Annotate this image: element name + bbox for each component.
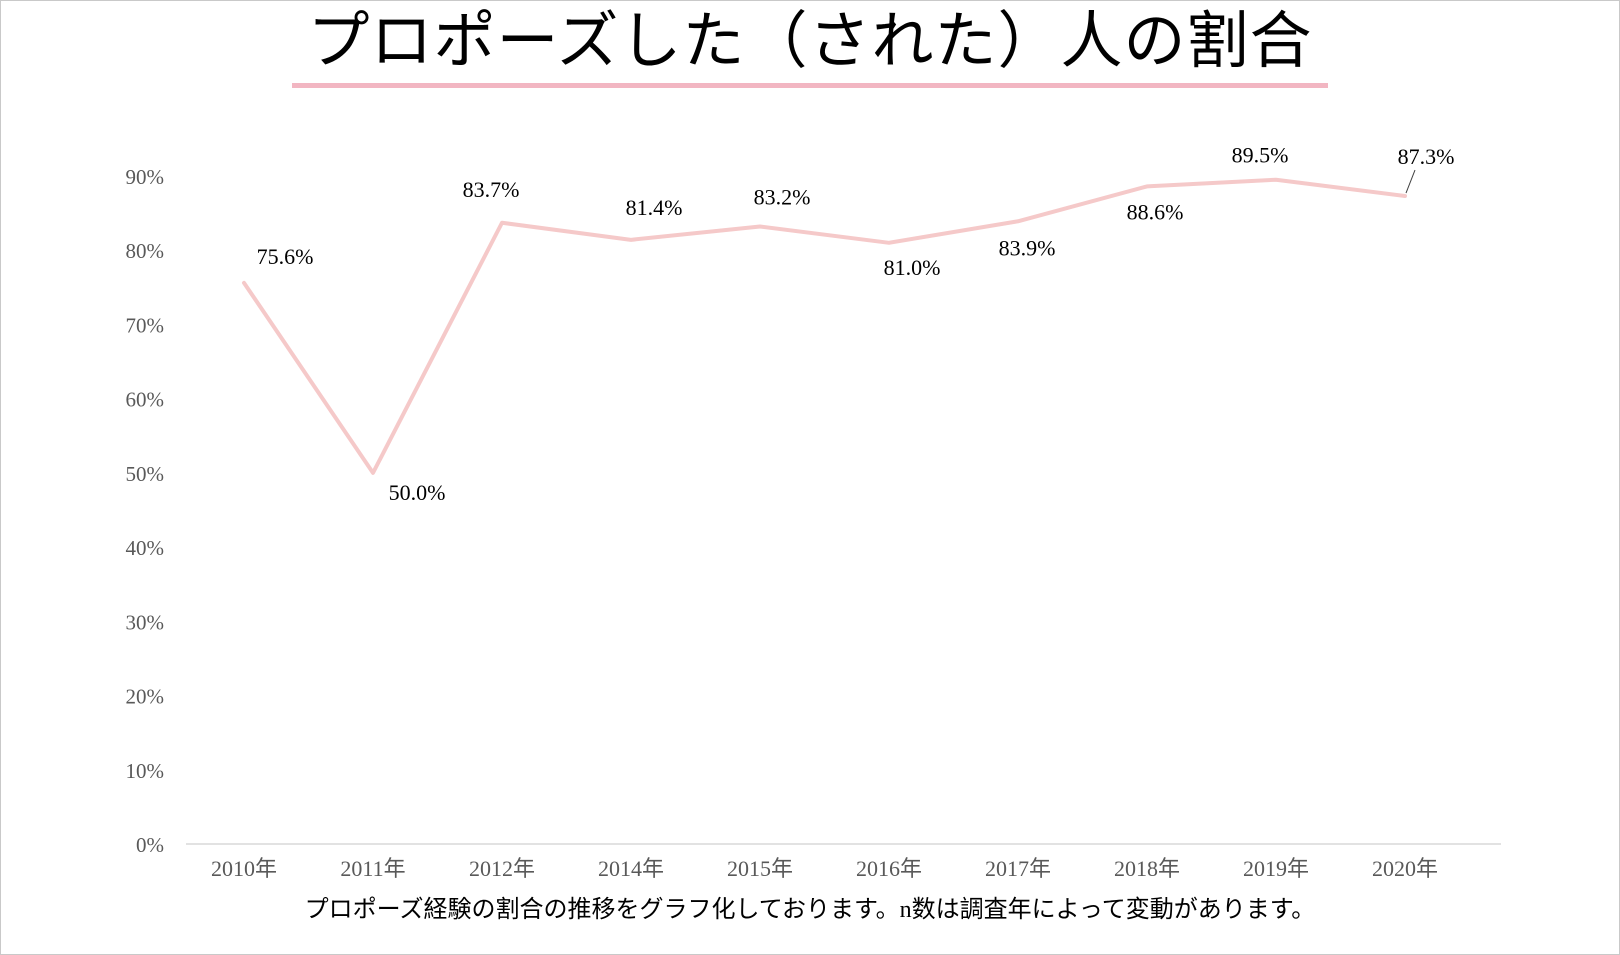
y-tick-label: 50%	[126, 462, 165, 486]
x-tick-label: 2011年	[340, 856, 405, 881]
chart-caption: プロポーズ経験の割合の推移をグラフ化しております。n数は調査年によって変動があり…	[304, 897, 1316, 923]
y-tick-label: 20%	[126, 685, 165, 709]
x-tick-label: 2017年	[985, 856, 1051, 881]
label-leader-line	[1405, 169, 1416, 194]
data-line	[242, 177, 1407, 475]
data-point-label: 81.0%	[884, 255, 941, 280]
x-tick-label: 2010年	[211, 856, 277, 881]
data-point-label: 89.5%	[1232, 143, 1289, 168]
data-point-label: 87.3%	[1398, 144, 1455, 169]
data-point-label: 83.2%	[754, 184, 811, 209]
data-point-label: 88.6%	[1127, 199, 1184, 224]
x-tick-label: 2016年	[856, 856, 922, 881]
x-tick-label: 2020年	[1372, 856, 1438, 881]
data-point-label: 75.6%	[257, 244, 314, 269]
x-tick-label: 2018年	[1114, 856, 1180, 881]
x-tick-label: 2015年	[727, 856, 793, 881]
chart-title: プロポーズした（された）人の割合	[291, 5, 1329, 89]
y-tick-label: 40%	[126, 536, 165, 560]
y-tick-label: 90%	[126, 165, 165, 189]
y-tick-label: 60%	[126, 388, 165, 412]
data-point-label: 81.4%	[626, 195, 683, 220]
x-tick-label: 2012年	[469, 856, 535, 881]
y-tick-label: 70%	[126, 313, 165, 337]
y-tick-label: 0%	[136, 833, 164, 857]
data-point-label: 83.7%	[463, 177, 520, 202]
y-tick-label: 30%	[126, 610, 165, 634]
x-tick-label: 2014年	[598, 856, 664, 881]
data-point-label: 83.9%	[999, 235, 1056, 260]
y-tick-label: 80%	[126, 239, 165, 263]
y-tick-label: 10%	[126, 759, 165, 783]
data-point-label: 50.0%	[389, 480, 446, 505]
x-tick-label: 2019年	[1243, 856, 1309, 881]
title-wrap: プロポーズした（された）人の割合	[1, 5, 1619, 89]
